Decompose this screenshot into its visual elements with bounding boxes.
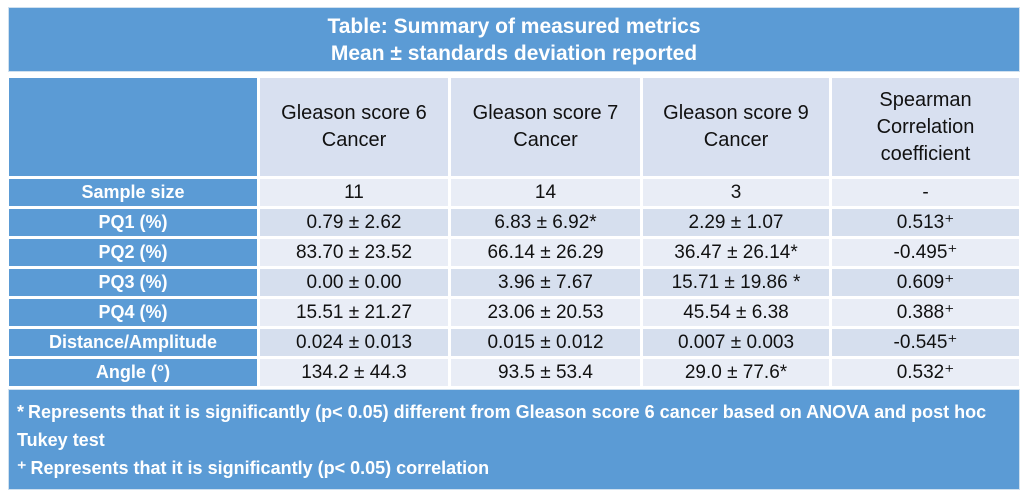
table-cell: - [832,179,1019,206]
table-cell: 0.513⁺ [832,209,1019,236]
table-cell: 15.71 ± 19.86 * [643,269,829,296]
table-cell: 3.96 ± 7.67 [451,269,640,296]
table-cell: 23.06 ± 20.53 [451,299,640,326]
table-cell: -0.495⁺ [832,239,1019,266]
table-cell: 93.5 ± 53.4 [451,359,640,386]
column-header-gleason-6: Gleason score 6 Cancer [260,78,448,176]
table-cell: 66.14 ± 26.29 [451,239,640,266]
table-cell: 0.015 ± 0.012 [451,329,640,356]
column-header-gleason-9: Gleason score 9 Cancer [643,78,829,176]
asterisk-marker: * [17,401,25,422]
row-label-angle: Angle (°) [9,359,257,386]
column-header-gleason-7: Gleason score 7 Cancer [451,78,640,176]
table-title-line2: Mean ± standards deviation reported [330,41,698,65]
footnote-anova: * Represents that it is significantly (p<… [17,398,1009,454]
table-cell: 134.2 ± 44.3 [260,359,448,386]
table-title-band: Table: Summary of measured metrics Mean … [9,8,1019,71]
table-cell: 0.609⁺ [832,269,1019,296]
table-cell: 2.29 ± 1.07 [643,209,829,236]
table-cell: 0.007 ± 0.003 [643,329,829,356]
row-label-pq4: PQ4 (%) [9,299,257,326]
corner-cell [9,78,257,176]
footnote-correlation: ⁺ Represents that it is significantly (p<… [17,454,1009,482]
table-cell: 29.0 ± 77.6* [643,359,829,386]
column-header-spearman: Spearman Correlation coefficient [832,78,1019,176]
row-label-pq3: PQ3 (%) [9,269,257,296]
footnote-anova-text: Represents that it is significantly (p< … [17,401,987,450]
table-cell: 3 [643,179,829,206]
table-cell: 6.83 ± 6.92* [451,209,640,236]
plus-marker: ⁺ [17,457,27,478]
row-label-distance-amplitude: Distance/Amplitude [9,329,257,356]
table-cell: 11 [260,179,448,206]
table-cell: 0.00 ± 0.00 [260,269,448,296]
metrics-table: Gleason score 6 Cancer Gleason score 7 C… [9,78,1019,386]
table-cell: 83.70 ± 23.52 [260,239,448,266]
table-cell: 0.532⁺ [832,359,1019,386]
table-cell: 45.54 ± 6.38 [643,299,829,326]
table-cell: -0.545⁺ [832,329,1019,356]
table-cell: 14 [451,179,640,206]
footnote-correlation-text: Represents that it is significantly (p< … [30,457,490,478]
table-cell: 0.024 ± 0.013 [260,329,448,356]
table-cell: 15.51 ± 21.27 [260,299,448,326]
table-cell: 36.47 ± 26.14* [643,239,829,266]
table-cell: 0.79 ± 2.62 [260,209,448,236]
table-title-line1: Table: Summary of measured metrics [327,14,701,38]
table-cell: 0.388⁺ [832,299,1019,326]
row-label-pq2: PQ2 (%) [9,239,257,266]
row-label-sample-size: Sample size [9,179,257,206]
row-label-pq1: PQ1 (%) [9,209,257,236]
footnotes-band: * Represents that it is significantly (p<… [9,390,1019,489]
